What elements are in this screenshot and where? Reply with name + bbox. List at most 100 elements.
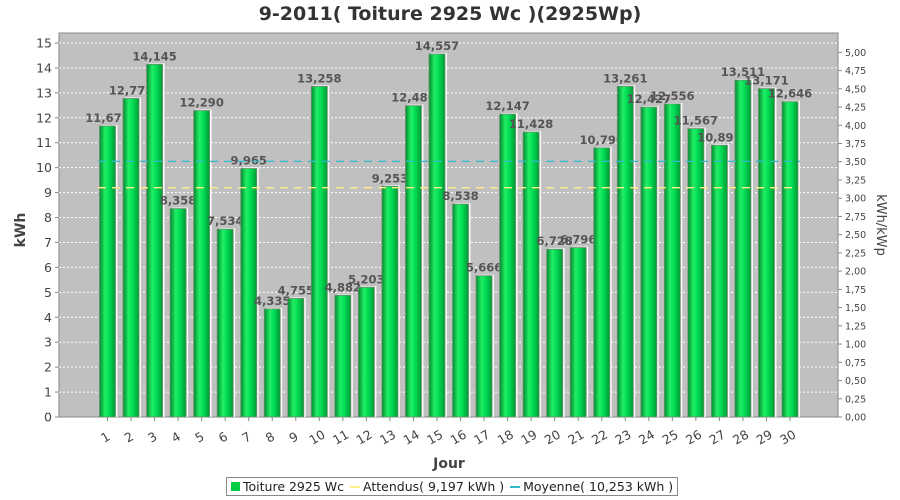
y2-tick-label: 1,75 bbox=[845, 285, 866, 296]
legend-item-average: Moyenne( 10,253 kWh ) bbox=[510, 479, 673, 494]
bar bbox=[475, 275, 493, 418]
y-tick-label: 7 bbox=[44, 235, 52, 250]
bar bbox=[758, 88, 775, 418]
bar-value-label: 4,755 bbox=[278, 283, 314, 297]
bar-value-label: 13,261 bbox=[603, 71, 647, 85]
bar-value-label: 5,203 bbox=[348, 272, 384, 286]
y-tick-label: 8 bbox=[44, 210, 52, 225]
x-tick-label: 6 bbox=[216, 429, 230, 446]
bar bbox=[452, 203, 469, 418]
x-tick-label: 10 bbox=[306, 427, 327, 448]
bar bbox=[310, 86, 328, 418]
y-axis-label: kWh bbox=[13, 213, 29, 248]
y2-axis-label: kWh/kWp bbox=[873, 194, 888, 256]
legend-swatch-expected bbox=[350, 485, 361, 488]
bar-value-label: 7,534 bbox=[207, 214, 243, 228]
y-tick-label: 6 bbox=[44, 260, 52, 275]
bar bbox=[405, 105, 422, 418]
y-tick-label: 12 bbox=[36, 110, 52, 125]
x-tick-label: 18 bbox=[495, 427, 516, 448]
x-tick-label: 29 bbox=[754, 427, 775, 448]
x-tick-label: 26 bbox=[683, 427, 704, 448]
bar-value-label: 4,882 bbox=[325, 280, 361, 294]
bar-value-label: 14,557 bbox=[415, 39, 459, 53]
y2-tick-label: 4,25 bbox=[845, 103, 866, 114]
x-tick-label: 14 bbox=[401, 427, 422, 448]
bar-value-label: 12,556 bbox=[650, 89, 694, 103]
bar-value-label: 9,253 bbox=[372, 171, 408, 185]
bar-value-label: 10,796 bbox=[580, 133, 624, 147]
x-tick-label: 28 bbox=[730, 427, 751, 448]
chart-title: 9-2011( Toiture 2925 Wc )(2925Wp) bbox=[259, 3, 642, 25]
x-tick-label: 11 bbox=[330, 427, 351, 448]
x-tick-label: 27 bbox=[707, 427, 728, 448]
bar-value-label: 12,773 bbox=[109, 84, 153, 98]
bar-value-label: 13,258 bbox=[297, 71, 341, 85]
bar bbox=[499, 113, 516, 418]
bar-value-label: 9,965 bbox=[231, 154, 267, 168]
bar bbox=[663, 103, 681, 418]
bar-value-label: 6,796 bbox=[560, 233, 596, 247]
x-tick-label: 19 bbox=[518, 427, 539, 448]
y2-tick-label: 0,00 bbox=[845, 413, 866, 424]
y2-tick-label: 1,00 bbox=[845, 340, 866, 351]
bar bbox=[546, 248, 564, 418]
bar bbox=[146, 63, 163, 418]
y2-tick-label: 0,25 bbox=[845, 394, 866, 405]
bar-value-label: 13,511 bbox=[721, 65, 765, 79]
bar-value-label: 11,567 bbox=[674, 114, 718, 128]
y-tick-label: 2 bbox=[44, 360, 52, 375]
bar bbox=[616, 85, 634, 418]
bar-value-label: 10,897 bbox=[697, 130, 741, 144]
x-tick-label: 1 bbox=[98, 429, 112, 446]
x-axis-label: Jour bbox=[432, 456, 465, 472]
x-tick-label: 16 bbox=[448, 427, 469, 448]
y-tick-label: 10 bbox=[36, 160, 52, 175]
bar bbox=[193, 110, 211, 418]
x-tick-label: 22 bbox=[589, 427, 610, 448]
x-tick-label: 8 bbox=[263, 429, 277, 446]
x-tick-label: 23 bbox=[612, 427, 633, 448]
bar bbox=[169, 208, 187, 418]
y-tick-label: 5 bbox=[44, 285, 52, 300]
bar-value-label: 12,147 bbox=[485, 99, 529, 113]
x-tick-label: 15 bbox=[424, 427, 445, 448]
y2-tick-label: 2,75 bbox=[845, 212, 866, 223]
bar-value-label: 4,335 bbox=[254, 294, 290, 308]
y-tick-label: 1 bbox=[44, 385, 52, 400]
y2-tick-label: 3,75 bbox=[845, 139, 866, 150]
x-tick-label: 24 bbox=[636, 427, 657, 448]
x-tick-label: 5 bbox=[192, 429, 206, 446]
bar-value-label: 12,486 bbox=[391, 91, 435, 105]
x-tick-label: 25 bbox=[659, 427, 680, 448]
legend-label-series: Toiture 2925 Wc bbox=[243, 479, 345, 494]
y2-tick-label: 4,00 bbox=[845, 121, 866, 132]
y2-tick-label: 0,50 bbox=[845, 376, 866, 387]
y2-tick-label: 2,00 bbox=[845, 267, 866, 278]
bar bbox=[428, 53, 446, 418]
y-tick-label: 3 bbox=[44, 335, 52, 350]
bar bbox=[240, 168, 258, 418]
bar bbox=[687, 128, 705, 418]
bar bbox=[216, 228, 234, 418]
bar-value-label: 6,728 bbox=[536, 234, 572, 248]
legend: Toiture 2925 Wc Attendus( 9,197 kWh ) Mo… bbox=[226, 477, 679, 496]
bar bbox=[710, 144, 728, 418]
legend-swatch-series bbox=[231, 482, 240, 491]
y2-tick-label: 3,00 bbox=[845, 194, 866, 205]
x-tick-label: 17 bbox=[471, 427, 492, 448]
bar bbox=[381, 185, 399, 418]
bar-value-label: 13,171 bbox=[744, 74, 788, 88]
y-tick-label: 11 bbox=[36, 135, 52, 150]
x-tick-label: 9 bbox=[286, 429, 300, 446]
y-tick-label: 14 bbox=[36, 60, 52, 75]
bar-value-label: 14,145 bbox=[132, 49, 176, 63]
y2-tick-label: 2,25 bbox=[845, 248, 866, 259]
bar-value-label: 12,427 bbox=[627, 92, 671, 106]
x-tick-label: 30 bbox=[777, 427, 798, 448]
y2-tick-label: 5,00 bbox=[845, 48, 866, 59]
legend-label-average: Moyenne( 10,253 kWh ) bbox=[523, 479, 674, 494]
y2-tick-label: 3,25 bbox=[845, 175, 866, 186]
bar-value-label: 12,646 bbox=[768, 87, 812, 101]
